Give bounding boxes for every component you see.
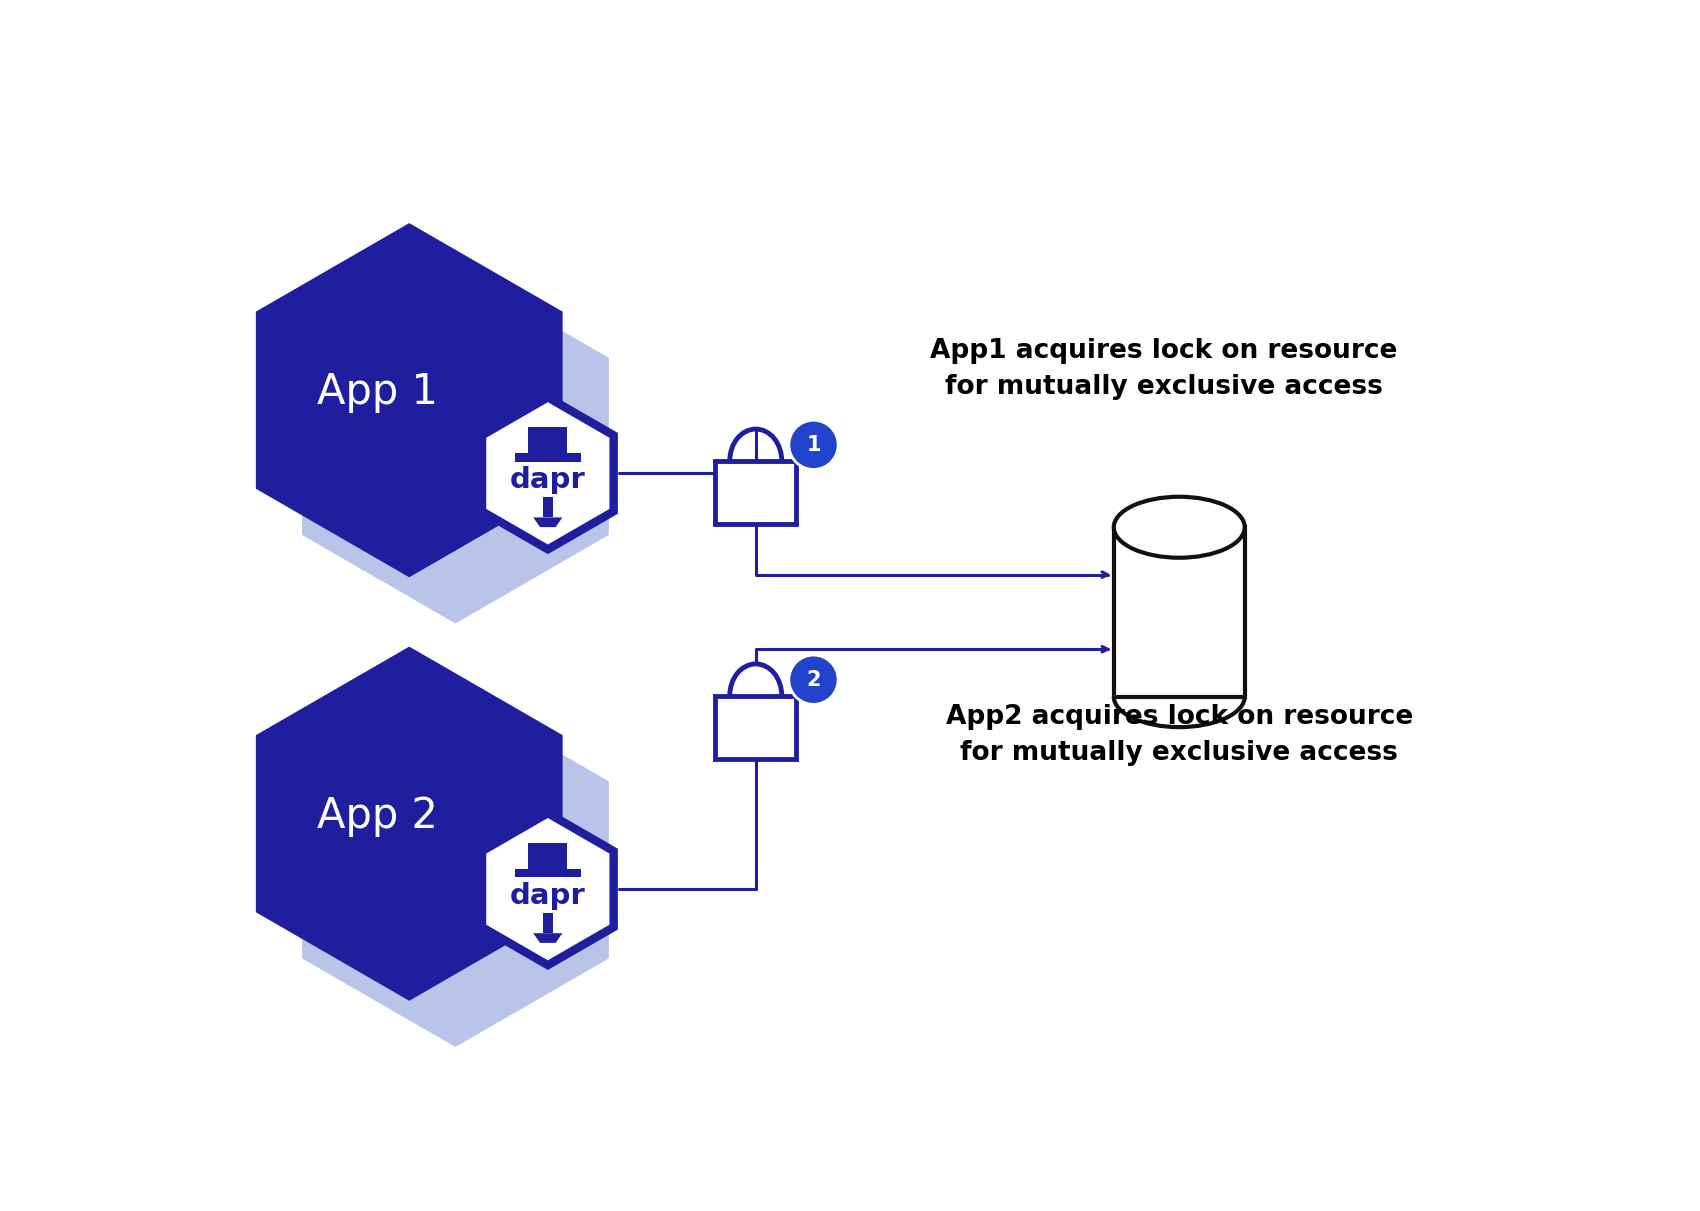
- FancyBboxPatch shape: [716, 695, 796, 759]
- Polygon shape: [257, 647, 563, 1000]
- Bar: [542, 913, 552, 934]
- Polygon shape: [478, 392, 617, 555]
- Polygon shape: [478, 808, 617, 970]
- Ellipse shape: [1114, 497, 1244, 558]
- Polygon shape: [486, 402, 610, 545]
- Bar: [515, 453, 581, 461]
- Polygon shape: [257, 223, 563, 578]
- Polygon shape: [303, 269, 609, 624]
- Text: dapr: dapr: [510, 466, 586, 494]
- Text: App2 acquires lock on resource
for mutually exclusive access: App2 acquires lock on resource for mutua…: [945, 704, 1413, 767]
- Bar: [529, 843, 568, 868]
- Polygon shape: [534, 934, 563, 943]
- Text: App 1: App 1: [316, 372, 439, 413]
- Polygon shape: [486, 817, 610, 960]
- Text: dapr: dapr: [510, 882, 586, 909]
- Text: 1: 1: [806, 435, 821, 455]
- Text: App 2: App 2: [316, 794, 437, 837]
- Text: App1 acquires lock on resource
for mutually exclusive access: App1 acquires lock on resource for mutua…: [930, 338, 1397, 401]
- Polygon shape: [303, 693, 609, 1048]
- FancyBboxPatch shape: [716, 461, 796, 524]
- Bar: [542, 498, 552, 517]
- Circle shape: [789, 420, 838, 470]
- Bar: [529, 426, 568, 453]
- Polygon shape: [534, 517, 563, 527]
- Text: 2: 2: [806, 670, 821, 690]
- Bar: [515, 868, 581, 878]
- Bar: [1114, 527, 1244, 696]
- Circle shape: [789, 655, 838, 705]
